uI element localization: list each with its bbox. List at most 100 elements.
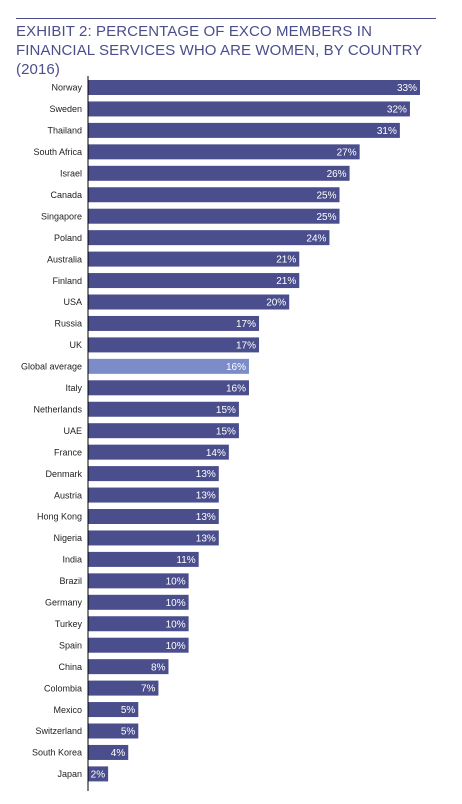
bar	[88, 444, 229, 460]
value-label: 2%	[91, 770, 106, 781]
category-label: Netherlands	[33, 404, 82, 414]
category-label: Israel	[60, 169, 82, 179]
category-label: Austria	[54, 490, 82, 500]
bar	[88, 337, 260, 353]
bar	[88, 358, 249, 374]
value-label: 10%	[166, 619, 186, 630]
category-label: UK	[69, 340, 82, 350]
value-label: 17%	[236, 341, 256, 352]
bar	[88, 423, 239, 439]
category-label: USA	[63, 297, 82, 307]
value-label: 13%	[196, 512, 216, 523]
category-label: Denmark	[45, 469, 82, 479]
category-label: Switzerland	[35, 726, 82, 736]
value-label: 33%	[397, 83, 417, 94]
category-label: Finland	[52, 276, 82, 286]
bar	[88, 315, 260, 331]
bar	[88, 530, 219, 546]
chart-title: EXHIBIT 2: PERCENTAGE OF EXCO MEMBERS IN…	[16, 23, 423, 78]
category-label: UAE	[63, 426, 82, 436]
value-label: 21%	[276, 276, 296, 287]
value-label: 15%	[216, 426, 236, 437]
value-label: 21%	[276, 255, 296, 266]
value-label: 11%	[176, 555, 195, 566]
category-label: Russia	[54, 319, 82, 329]
value-label: 10%	[166, 598, 186, 609]
category-label: Japan	[57, 769, 82, 779]
bar	[88, 766, 109, 782]
value-label: 17%	[236, 319, 256, 330]
category-label: Nigeria	[53, 533, 82, 543]
category-label: Poland	[54, 233, 82, 243]
bar	[88, 616, 189, 632]
bar	[88, 594, 189, 610]
category-label: France	[54, 447, 82, 457]
title-rule	[16, 18, 436, 19]
category-label: India	[62, 555, 82, 565]
category-label: China	[58, 662, 82, 672]
bar	[88, 144, 360, 160]
bar	[88, 401, 239, 417]
value-label: 4%	[111, 748, 126, 759]
bar	[88, 487, 219, 503]
value-label: 13%	[196, 469, 216, 480]
bar	[88, 80, 420, 95]
category-label: Mexico	[53, 705, 82, 715]
category-label: Hong Kong	[37, 512, 82, 522]
value-label: 26%	[327, 169, 347, 180]
value-label: 20%	[266, 298, 286, 309]
bars-layer: Norway 33% Sweden 32% Thailand 31% South Afric…	[21, 80, 420, 782]
bar	[88, 122, 400, 138]
value-label: 15%	[216, 405, 236, 416]
bar	[88, 187, 340, 203]
value-label: 13%	[196, 491, 216, 502]
category-label: South Korea	[32, 748, 82, 758]
bar	[88, 723, 139, 739]
value-label: 5%	[121, 727, 136, 738]
bar	[88, 509, 219, 524]
category-label: South Africa	[33, 147, 82, 157]
bar	[88, 659, 169, 675]
bar	[88, 551, 199, 567]
value-label: 8%	[151, 662, 166, 673]
bar	[88, 230, 330, 246]
bar	[88, 273, 300, 289]
category-label: Turkey	[55, 619, 83, 629]
value-label: 14%	[206, 448, 226, 459]
value-label: 7%	[141, 684, 156, 695]
value-label: 25%	[317, 190, 337, 201]
bar	[88, 251, 300, 267]
value-label: 16%	[226, 383, 246, 394]
bar	[88, 380, 249, 396]
value-label: 27%	[337, 147, 357, 158]
category-label: Italy	[65, 383, 82, 393]
category-label: Canada	[50, 190, 82, 200]
value-label: 5%	[121, 705, 136, 716]
bar	[88, 466, 219, 482]
category-label: Germany	[45, 598, 83, 608]
category-label: Norway	[51, 83, 82, 93]
value-label: 13%	[196, 534, 216, 545]
category-label: Global average	[21, 362, 82, 372]
bar	[88, 702, 139, 718]
category-label: Sweden	[49, 104, 82, 114]
bar	[88, 294, 290, 310]
value-label: 32%	[387, 105, 407, 116]
bar	[88, 208, 340, 224]
value-label: 10%	[166, 641, 186, 652]
bar	[88, 573, 189, 589]
value-label: 16%	[226, 362, 246, 373]
category-label: Colombia	[44, 683, 82, 693]
value-label: 10%	[166, 576, 186, 587]
value-label: 25%	[317, 212, 337, 223]
bar	[88, 744, 129, 760]
category-label: Brazil	[59, 576, 82, 586]
category-label: Australia	[47, 254, 82, 264]
value-label: 24%	[306, 233, 326, 244]
category-label: Spain	[59, 640, 82, 650]
bar	[88, 680, 159, 696]
bar	[88, 101, 410, 117]
category-label: Thailand	[47, 126, 82, 136]
bar	[88, 637, 189, 653]
